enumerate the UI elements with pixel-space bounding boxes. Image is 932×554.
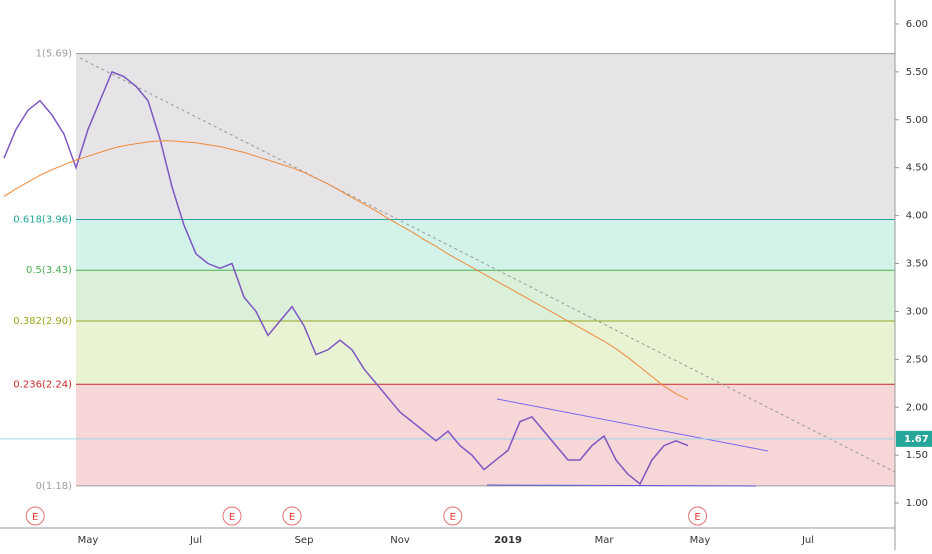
earnings-marker [222,506,242,526]
y-tick-label: 3.50 [906,259,928,270]
y-tick-label: 5.50 [906,67,928,78]
x-tick-label: 2019 [494,535,522,546]
y-tick-label: 2.00 [906,402,928,413]
fib-label: 0.236(2.24) [13,379,72,390]
earnings-marker [688,506,708,526]
trend-line [79,57,896,473]
fib-label: 0.618(3.96) [13,214,72,225]
fib-label: 0(1.18) [36,481,73,492]
fib-label: 0.5(3.43) [26,265,72,276]
earnings-marker [443,506,463,526]
fib-band [76,270,895,322]
series-line [3,70,689,486]
x-tick-label: May [78,535,99,546]
earnings-label: E [450,512,456,523]
fib-label: 0.382(2.90) [13,316,72,327]
series-line [3,140,689,401]
trend-line [496,398,769,452]
x-tick-label: Jul [189,535,202,546]
y-tick-label: 6.00 [906,19,928,30]
earnings-label: E [32,512,38,523]
fib-band [76,384,895,486]
x-tick-label: Nov [390,535,410,546]
fib-label: 1(5.69) [36,49,73,60]
earnings-label: E [289,512,295,523]
y-tick-label: 4.00 [906,211,928,222]
x-tick-label: May [690,535,711,546]
fib-band [76,219,895,271]
y-tick-label: 3.00 [906,306,928,317]
y-tick-label: 4.50 [906,163,928,174]
earnings-marker [25,506,45,526]
last-price-label: 1.67 [904,434,929,445]
x-tick-label: Mar [595,535,615,546]
y-tick-label: 5.00 [906,115,928,126]
x-tick-label: Sep [295,535,314,546]
y-tick-label: 1.50 [906,450,928,461]
last-price-box [896,430,932,447]
fib-band [76,321,895,385]
y-tick-label: 1.00 [906,498,928,509]
earnings-label: E [229,512,235,523]
y-tick-label: 2.50 [906,354,928,365]
x-tick-label: Jul [801,535,814,546]
earnings-marker [282,506,302,526]
trend-line [486,484,757,487]
earnings-label: E [694,512,700,523]
fib-band [76,53,895,220]
